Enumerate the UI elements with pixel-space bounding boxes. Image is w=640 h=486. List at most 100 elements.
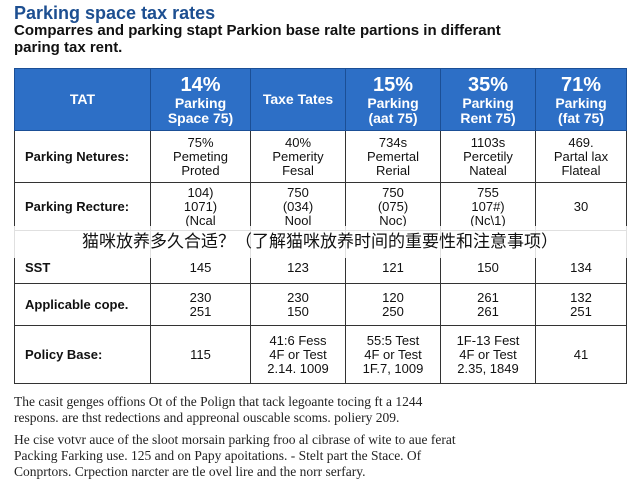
cell-text: 230: [189, 289, 212, 305]
cell-text: 55:5 Test: [366, 332, 420, 348]
cell-text: 755: [477, 184, 499, 200]
title: Parking space tax rates: [14, 3, 216, 23]
subtitle-line: paring tax rent.: [14, 39, 123, 56]
cell-text: (Nc\1): [470, 212, 506, 228]
table-row: Policy Base: 115 41:6 Fess 4F or Test 2.14. …: [14, 325, 627, 384]
table-row: Parking Recture: 104) 1071) (Ncal 750 (034) No…: [14, 182, 627, 231]
cell-text: 71%: [560, 73, 602, 96]
cell-text: 150: [287, 303, 309, 319]
table-cell: 132 251: [535, 283, 627, 326]
table-cell: 469. Partal lax Flateal: [535, 130, 627, 183]
cell-text: 145: [189, 260, 212, 275]
table-cell: 750 (075) Noc): [345, 182, 441, 231]
cell-text: (fat 75): [558, 109, 604, 126]
cell-text: 469.: [568, 134, 594, 150]
table-cell: 30: [535, 182, 627, 231]
cell-text: Pemerity: [272, 148, 324, 164]
cell-text: Parking Recture:: [25, 198, 130, 214]
cell-text: Applicable cope.: [25, 296, 129, 312]
cell-text: Taxe Tates: [262, 91, 334, 107]
cell-text: Fesal: [282, 162, 314, 178]
cell-text: (034): [282, 198, 314, 214]
table-cell: 261 261: [440, 283, 536, 326]
cell-text: 1F.7, 1009: [362, 360, 424, 376]
cell-text: 15%: [372, 73, 414, 96]
cell-text: 40%: [284, 134, 312, 150]
table-cell: Policy Base:: [14, 325, 151, 384]
cell-text: 120: [382, 289, 404, 305]
cell-text: Rent 75): [460, 109, 516, 126]
cell-text: 115: [190, 346, 211, 362]
footer-line: respons. are thst redections and appreon…: [14, 410, 400, 425]
table-cell: 41: [535, 325, 627, 384]
cell-text: 261: [477, 289, 499, 305]
cell-text: 30: [573, 198, 589, 214]
table-cell: TAT: [14, 68, 151, 131]
table-cell: 40% Pemerity Fesal: [250, 130, 346, 183]
cell-text: 134: [570, 260, 592, 275]
table-cell: 41:6 Fess 4F or Test 2.14. 1009: [250, 325, 346, 384]
table-row: Parking Netures: 75% Pemeting Proted 40% Peme…: [14, 130, 627, 183]
cell-text: Pemeting: [173, 148, 228, 164]
footer-line: The casit genges offions Ot of the Polig…: [14, 394, 423, 409]
table-cell: Parking Netures:: [14, 130, 151, 183]
cell-text: 1F-13 Fest: [456, 332, 520, 348]
table-cell: 115: [150, 325, 251, 384]
overlay-banner: 猫咪放养多久合适？（了解猫咪放养时间的重要性和注意事项）: [0, 226, 640, 258]
cell-text: Flateal: [561, 162, 601, 178]
cell-text: 2.35, 1849: [457, 360, 519, 376]
cell-text: 750: [382, 184, 404, 200]
cell-text: Pemertal: [366, 148, 420, 164]
table-cell: 14% Parking Space 75): [150, 68, 251, 131]
footer-paragraph: The casit genges offions Ot of the Polig…: [14, 394, 456, 426]
cell-text: 230: [287, 289, 309, 305]
cell-text: 1071): [183, 198, 218, 214]
cell-text: 734s: [378, 134, 408, 150]
table-cell: 35% Parking Rent 75): [440, 68, 536, 131]
cell-text: Parking: [555, 94, 607, 111]
cell-text: 14%: [180, 73, 221, 96]
cell-text: 4F or Test: [364, 346, 422, 362]
cell-text: Policy Base:: [25, 346, 103, 362]
cell-text: Proted: [181, 162, 220, 178]
cell-text: (Ncal: [185, 212, 216, 228]
table-cell: Applicable cope.: [14, 283, 151, 326]
footer-line: Packing Farking use. 125 and on Papy apo…: [14, 448, 422, 463]
cell-text: Percetily: [463, 148, 513, 164]
cell-text: 261: [477, 303, 499, 319]
table-cell: 104) 1071) (Ncal: [150, 182, 251, 231]
cell-text: 121: [382, 260, 404, 275]
cell-text: Parking: [174, 94, 227, 111]
cell-text: Rerial: [376, 162, 410, 178]
cell-text: 250: [382, 303, 404, 319]
cell-text: 1103s: [470, 134, 506, 150]
footer-line: Conprtors. Crpection narcter are tle ove…: [14, 464, 366, 479]
cell-text: 251: [570, 303, 592, 319]
table-cell: Taxe Tates: [250, 68, 346, 131]
cell-text: 75%: [187, 134, 214, 150]
cell-text: Parking: [367, 94, 419, 111]
cell-text: 107#): [471, 198, 505, 214]
cell-text: Parking: [462, 94, 514, 111]
cell-text: 35%: [467, 73, 509, 96]
cell-text: (aat 75): [368, 109, 418, 126]
cell-text: Space 75): [167, 109, 234, 126]
cell-text: Nateal: [469, 162, 507, 178]
table-cell: 71% Parking (fat 75): [535, 68, 627, 131]
cell-text: 41:6 Fess: [269, 332, 327, 348]
table-cell: 1103s Percetily Nateal: [440, 130, 536, 183]
table-cell: 75% Pemeting Proted: [150, 130, 251, 183]
footer: The casit genges offions Ot of the Polig…: [14, 394, 456, 486]
cell-text: 104): [187, 184, 214, 200]
cell-text: 251: [189, 303, 212, 319]
cell-text: 4F or Test: [269, 346, 327, 362]
cell-text: SST: [25, 260, 51, 275]
cell-text: Nool: [284, 212, 312, 228]
cell-text: 4F or Test: [459, 346, 517, 362]
table-cell: 120 250: [345, 283, 441, 326]
cell-text: (075): [377, 198, 409, 214]
cell-text: TAT: [69, 91, 96, 107]
cell-text: 750: [287, 184, 309, 200]
table-cell: 755 107#) (Nc\1): [440, 182, 536, 231]
